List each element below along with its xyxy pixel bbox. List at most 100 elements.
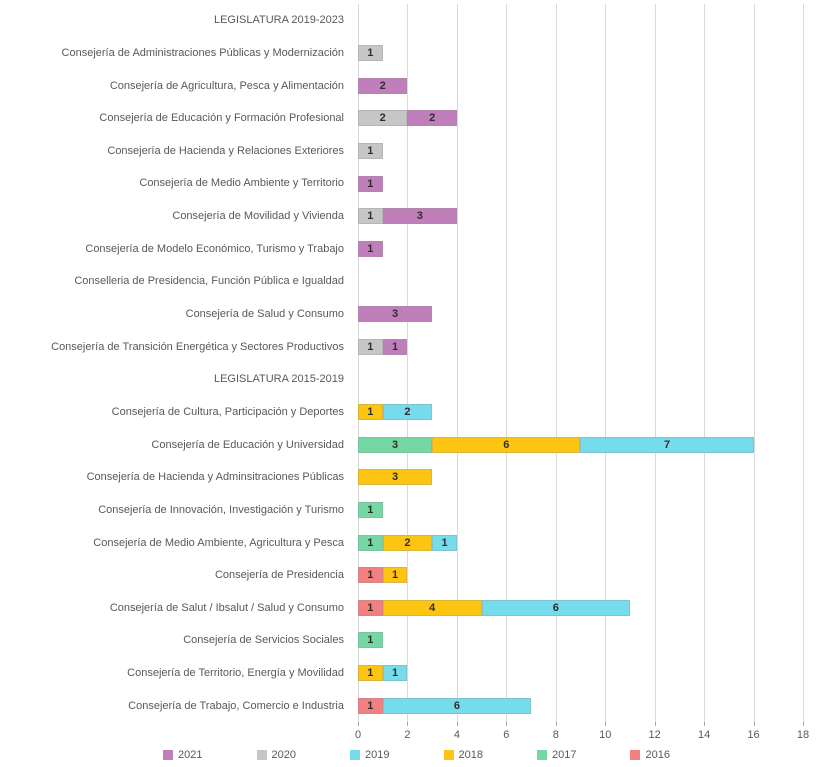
- x-tick-label: 6: [503, 729, 510, 741]
- bar-segment-2016: 1: [358, 567, 383, 584]
- category-label: Consejería de Territorio, Energía y Movi…: [127, 667, 344, 680]
- legend-item-2019: 2019: [350, 749, 390, 761]
- bar-segment-2016: 1: [358, 599, 383, 616]
- bar-row: 1 2 1: [358, 526, 804, 559]
- segment-value-label: 1: [367, 569, 374, 582]
- segment-value-label: 1: [392, 340, 399, 353]
- legend-item-2021: 2021: [163, 749, 203, 761]
- bar-segment-2019: 1: [382, 665, 408, 682]
- gridline: [654, 4, 656, 722]
- bar-row: 1: [358, 232, 804, 265]
- bar-segment-2020: 1: [358, 44, 383, 61]
- category-label: Consejería de Movilidad y Vivienda: [172, 210, 344, 223]
- bar-row: 3: [358, 298, 804, 331]
- bar-row: 3: [358, 461, 804, 494]
- stacked-bar: 1: [358, 175, 383, 192]
- bar-row: 1 4 6: [358, 592, 804, 625]
- bar-segment-2018: 2: [382, 534, 433, 551]
- segment-value-label: 1: [392, 569, 399, 582]
- bar-segment-2021: 2: [407, 110, 457, 127]
- segment-value-label: 1: [367, 144, 374, 157]
- bar-segment-2021: 2: [358, 77, 408, 94]
- stacked-bar: 1: [358, 142, 383, 159]
- stacked-bar: 3: [358, 469, 433, 486]
- category-label: Consejería de Modelo Económico, Turismo …: [85, 242, 344, 255]
- x-tick-mark: [506, 722, 508, 726]
- bar-segment-2016: 1: [358, 697, 383, 714]
- category-label: Consejería de Trabajo, Comercio e Indust…: [128, 699, 344, 712]
- y-axis-line: [358, 4, 359, 722]
- legend-swatch-icon: [256, 750, 267, 760]
- legend-label: 2019: [365, 749, 390, 761]
- segment-value-label: 1: [367, 667, 374, 680]
- bar-segment-2021: 1: [358, 240, 383, 257]
- legend-swatch-icon: [536, 750, 547, 760]
- segment-value-label: 6: [552, 601, 559, 614]
- category-label: Consejería de Presidencia: [214, 569, 344, 582]
- x-tick-label: 14: [697, 729, 711, 741]
- bar-segment-2019: 2: [382, 404, 433, 420]
- bar-segment-2018: 3: [358, 469, 433, 486]
- bar-row: 1: [358, 167, 804, 200]
- legend-item-2020: 2020: [256, 749, 297, 761]
- gridline: [506, 4, 508, 722]
- bar-segment-2020: 2: [358, 110, 408, 127]
- bar-segment-2019: 1: [432, 534, 457, 551]
- bar-segment-2021: 1: [358, 175, 383, 192]
- stacked-bar: 1: [358, 632, 383, 649]
- segment-value-label: 1: [392, 667, 399, 680]
- bar-segment-2020: 1: [358, 208, 383, 225]
- category-label: Consejería de Hacienda y Relaciones Exte…: [107, 144, 344, 157]
- segment-value-label: 3: [392, 308, 399, 321]
- segment-value-label: 2: [404, 536, 411, 549]
- x-tick-mark: [654, 722, 656, 726]
- bar-segment-2020: 1: [358, 142, 383, 159]
- legend-label: 2020: [271, 749, 297, 761]
- x-tick-mark: [753, 722, 755, 726]
- bar-row: 1: [358, 135, 804, 168]
- bar-segment-2018: 1: [358, 665, 383, 682]
- category-label: Consejería de Innovación, Investigación …: [98, 503, 344, 516]
- legend-swatch-icon: [443, 750, 454, 760]
- category-labels: LEGISLATURA 2019-2023 Consejería de Admin…: [0, 4, 350, 722]
- group-header-label: LEGISLATURA 2015-2019: [213, 373, 344, 386]
- segment-value-label: 3: [392, 471, 399, 484]
- x-tick-mark: [555, 722, 557, 726]
- bar-segment-2020: 1: [358, 338, 383, 355]
- legend-label: 2016: [645, 749, 670, 761]
- bar-row: [358, 363, 804, 396]
- bar-segment-2021: 1: [382, 338, 408, 355]
- bar-row: 1: [358, 37, 804, 70]
- stacked-bar: 2: [358, 77, 408, 94]
- x-tick-mark: [456, 722, 458, 726]
- bar-segment-2017: 3: [358, 436, 433, 453]
- segment-value-label: 1: [367, 536, 374, 549]
- segment-value-label: 1: [367, 699, 374, 712]
- segment-value-label: 1: [367, 46, 374, 59]
- category-label: Consejería de Administraciones Públicas …: [61, 46, 344, 59]
- segment-value-label: 1: [367, 340, 374, 353]
- bar-segment-2021: 3: [382, 208, 457, 225]
- bar-segment-2018: 1: [358, 404, 383, 420]
- stacked-bar: 3 6 7: [358, 436, 754, 453]
- legend-item-2018: 2018: [443, 749, 483, 761]
- category-label: Consejería de Salud y Consumo: [185, 308, 344, 321]
- category-label: Consejería de Educación y Formación Prof…: [99, 112, 344, 125]
- bar-segment-2019: 6: [382, 697, 532, 714]
- category-label: Consejería de Medio Ambiente, Agricultur…: [93, 536, 344, 549]
- stacked-bar: 1: [358, 501, 383, 518]
- segment-value-label: 1: [367, 503, 374, 516]
- bar-segment-2019: 7: [580, 436, 754, 453]
- stacked-bar: 1: [358, 240, 383, 257]
- category-label: Consejería de Cultura, Participación y D…: [111, 405, 344, 418]
- gridline: [605, 4, 607, 722]
